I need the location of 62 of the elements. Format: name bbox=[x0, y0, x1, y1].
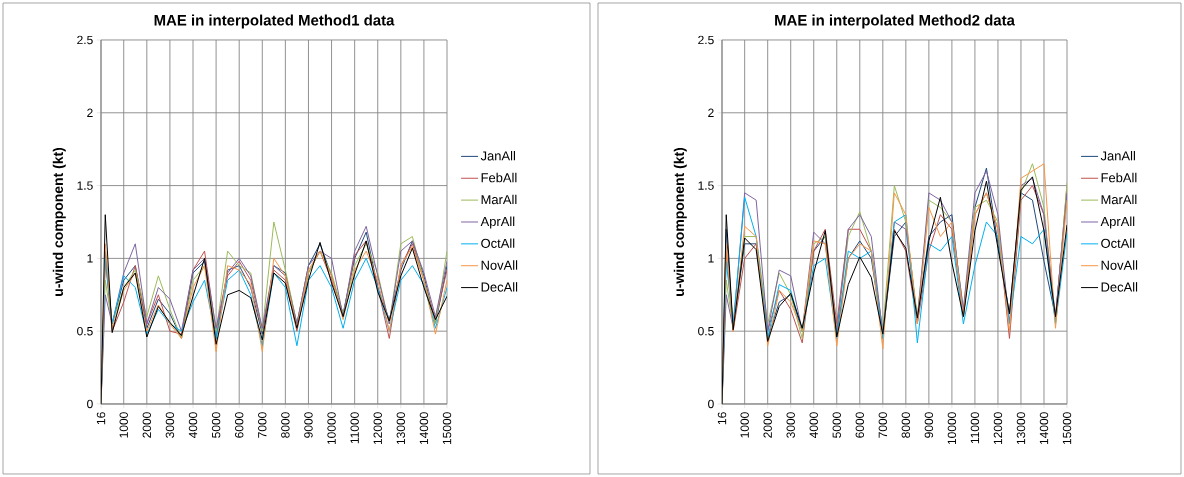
x-tick-label: 15000 bbox=[1062, 412, 1072, 445]
x-tick-label: 10000 bbox=[947, 412, 957, 445]
x-tick-label: 1000 bbox=[740, 412, 749, 438]
x-tick-label: 9000 bbox=[304, 412, 313, 438]
x-tick-label: 12000 bbox=[373, 412, 382, 445]
x-tick-label: 8000 bbox=[281, 412, 290, 438]
x-tick-label: 13000 bbox=[396, 412, 406, 445]
x-tick-label: 14000 bbox=[419, 412, 429, 445]
x-tick-label: 7000 bbox=[878, 412, 888, 438]
legend-label: NovAll bbox=[1101, 260, 1138, 270]
legend-label: AprAll bbox=[1100, 216, 1135, 229]
x-tick-label: 16 bbox=[717, 412, 727, 425]
legend-label: MarAll bbox=[481, 194, 517, 205]
y-tick-label: 2.5 bbox=[77, 35, 93, 45]
y-tick-label: 2 bbox=[87, 108, 93, 117]
chart-title: MAE in interpolated Method1 data bbox=[154, 14, 395, 29]
x-tick-label: 5000 bbox=[211, 412, 221, 438]
y-tick-label: 1 bbox=[87, 254, 93, 263]
legend-label: FebAll bbox=[1101, 172, 1137, 183]
y-tick-label: 0.5 bbox=[698, 326, 714, 336]
x-tick-label: 11000 bbox=[970, 412, 980, 444]
x-tick-label: 1000 bbox=[119, 412, 128, 438]
x-tick-label: 2000 bbox=[142, 412, 152, 438]
x-tick-label: 15000 bbox=[442, 412, 452, 445]
x-tick-label: 7000 bbox=[258, 412, 267, 438]
y-tick-label: 2.5 bbox=[698, 35, 714, 45]
y-axis-title: u-wind component (kt) bbox=[52, 147, 66, 296]
x-tick-label: 6000 bbox=[234, 412, 244, 438]
x-tick-label: 10000 bbox=[327, 412, 336, 445]
legend-label: FebAll bbox=[481, 172, 517, 183]
x-tick-label: 3000 bbox=[786, 412, 795, 438]
x-tick-label: 8000 bbox=[901, 412, 911, 438]
y-tick-label: 0 bbox=[708, 399, 714, 409]
x-tick-label: 11000 bbox=[350, 412, 359, 444]
legend-label: JanAll bbox=[480, 150, 515, 161]
x-tick-label: 2000 bbox=[763, 412, 772, 438]
x-tick-label: 6000 bbox=[855, 412, 865, 438]
x-tick-label: 4000 bbox=[188, 412, 198, 439]
x-tick-label: 13000 bbox=[1016, 412, 1026, 445]
x-tick-label: 14000 bbox=[1039, 412, 1049, 445]
legend-label: OctAll bbox=[481, 238, 515, 248]
y-tick-label: 0 bbox=[87, 399, 93, 409]
x-tick-label: 16 bbox=[96, 412, 106, 425]
legend-label: DecAll bbox=[481, 282, 518, 292]
chart-title: MAE in interpolated Method2 data bbox=[775, 14, 1015, 29]
x-tick-label: 5000 bbox=[832, 412, 841, 438]
x-tick-label: 9000 bbox=[924, 412, 934, 438]
x-tick-label: 3000 bbox=[165, 412, 175, 438]
y-tick-label: 0.5 bbox=[77, 326, 93, 336]
x-tick-label: 4000 bbox=[809, 412, 818, 439]
legend-label: OctAll bbox=[1101, 238, 1135, 248]
y-tick-label: 1.5 bbox=[698, 181, 714, 190]
y-tick-label: 2 bbox=[708, 108, 714, 117]
legend-label: DecAll bbox=[1101, 282, 1138, 292]
y-axis-title: u-wind component (kt) bbox=[673, 147, 687, 296]
legend-label: JanAll bbox=[1100, 150, 1135, 161]
legend-label: MarAll bbox=[1101, 194, 1137, 205]
x-tick-label: 12000 bbox=[993, 412, 1003, 445]
legend-label: AprAll bbox=[480, 216, 515, 229]
y-tick-label: 1 bbox=[708, 254, 714, 263]
legend-label: NovAll bbox=[481, 260, 518, 270]
y-tick-label: 1.5 bbox=[77, 181, 93, 190]
